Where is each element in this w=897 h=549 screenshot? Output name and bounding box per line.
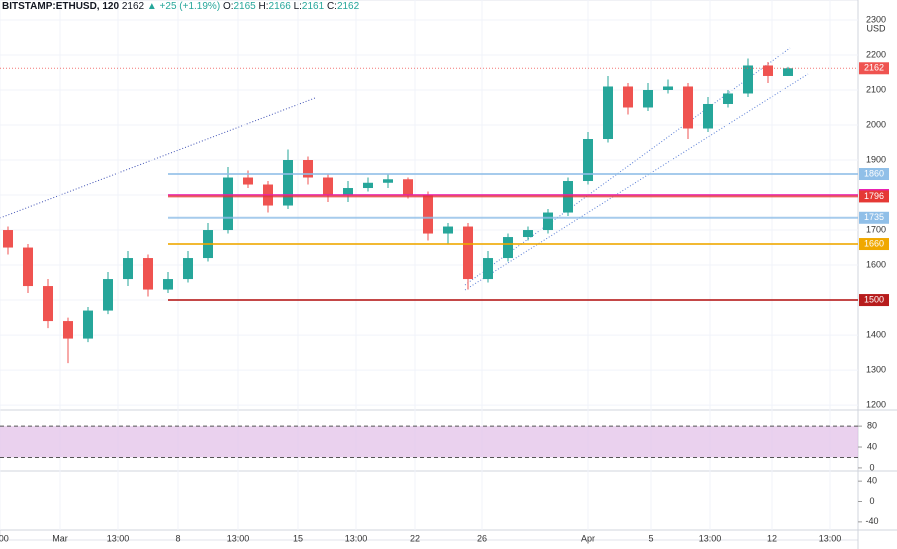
x-tick-label: 13:00 <box>227 533 250 543</box>
x-tick-label: 12 <box>767 533 777 543</box>
x-tick-label: 26 <box>477 533 487 543</box>
trend-line <box>0 97 316 219</box>
y-tick-label: 0 <box>869 496 874 506</box>
x-tick-label: 13:00 <box>345 533 368 543</box>
candle-body <box>343 188 353 196</box>
candle-body <box>483 258 493 280</box>
y-tick-label: 0 <box>869 462 874 472</box>
candle-body <box>643 89 653 108</box>
h-value: 2166 <box>268 1 291 12</box>
candle-body <box>703 103 713 129</box>
candle-body <box>363 182 373 189</box>
candle-body <box>83 310 93 339</box>
candle-body <box>303 160 313 178</box>
l-value: 2161 <box>301 1 325 12</box>
candle-body <box>423 195 433 234</box>
candle-body <box>783 68 793 76</box>
x-tick-label: 2:00 <box>0 533 9 543</box>
candle-body <box>283 160 293 206</box>
o-label: O: <box>222 1 234 12</box>
h-label: H: <box>258 1 269 12</box>
x-tick-label: Apr <box>581 533 595 543</box>
price-tag-label: 1660 <box>864 238 884 248</box>
price-tag <box>859 294 889 307</box>
candle-body <box>223 177 233 231</box>
candle-body <box>123 258 133 280</box>
y-tick-label: 1300 <box>866 364 886 374</box>
currency-label: USD <box>866 23 886 33</box>
y-tick-label: 2000 <box>866 119 886 129</box>
candle-body <box>663 86 673 90</box>
price-tag-label: 1860 <box>864 168 884 178</box>
candle-body <box>523 230 533 238</box>
x-tick-label: 13:00 <box>107 533 130 543</box>
symbol: BITSTAMP:ETHUSD, 120 <box>2 1 120 12</box>
candle-body <box>723 93 733 104</box>
c-value: 2162 <box>336 1 360 12</box>
header: BITSTAMP:ETHUSD, 120 2162 ▲ +25 (+1.19%)… <box>2 1 359 12</box>
x-tick-label: 5 <box>648 533 653 543</box>
x-tick-label: Mar <box>52 533 68 543</box>
l-label: L: <box>293 1 302 12</box>
candle-body <box>403 179 413 196</box>
candle-body <box>623 86 633 108</box>
candle-body <box>43 286 53 322</box>
x-tick-label: 15 <box>293 533 303 543</box>
candle-body <box>763 65 773 76</box>
stoch-band <box>0 426 858 458</box>
candle-body <box>323 177 333 196</box>
y-tick-label: 2200 <box>866 49 886 59</box>
candle-body <box>683 86 693 129</box>
candle-body <box>583 139 593 182</box>
candle-body <box>163 279 173 290</box>
price-tag <box>859 62 889 75</box>
y-tick-label: 1200 <box>866 399 886 409</box>
y-tick-label: 80 <box>867 421 877 431</box>
price-tag-label: 1500 <box>864 294 884 304</box>
candle-body <box>183 258 193 280</box>
candle-body <box>23 247 33 287</box>
x-tick-label: 13:00 <box>819 533 842 543</box>
price-tag <box>859 168 889 181</box>
price-tag-label: 1735 <box>864 212 884 222</box>
x-tick-label: 22 <box>410 533 420 543</box>
o-value: 2165 <box>233 1 256 12</box>
y-tick-label: 40 <box>867 441 877 451</box>
candle-body <box>3 230 13 248</box>
y-tick-label: 1900 <box>866 154 886 164</box>
candle-body <box>243 177 253 185</box>
candle-body <box>103 279 113 311</box>
x-tick-label: 8 <box>175 533 180 543</box>
x-tick-label: 13:00 <box>699 533 722 543</box>
candle-body <box>603 86 613 140</box>
candle-body <box>463 226 473 280</box>
price-tag <box>859 238 889 251</box>
channel-line <box>464 47 791 286</box>
candle-body <box>383 179 393 183</box>
candle-body <box>143 258 153 290</box>
price-tag <box>859 190 889 203</box>
candle-body <box>63 321 73 339</box>
candle-body <box>743 65 753 94</box>
candle-body <box>443 226 453 234</box>
c-label: C: <box>326 1 337 12</box>
y-tick-label: -40 <box>865 516 878 526</box>
price-tag-label: 1796 <box>864 191 884 201</box>
price-tag <box>859 211 889 224</box>
last-price: 2162 <box>121 1 145 12</box>
change: ▲ +25 (+1.19%) <box>146 1 221 12</box>
y-tick-label: 40 <box>867 476 877 486</box>
y-tick-label: 1400 <box>866 329 886 339</box>
candle-body <box>503 237 513 259</box>
y-tick-label: 1700 <box>866 224 886 234</box>
y-tick-label: 1600 <box>866 259 886 269</box>
y-tick-label: 2100 <box>866 84 886 94</box>
candle-body <box>543 212 553 231</box>
price-tag-label: 2162 <box>864 63 884 73</box>
y-tick-label: 2300 <box>866 14 886 24</box>
